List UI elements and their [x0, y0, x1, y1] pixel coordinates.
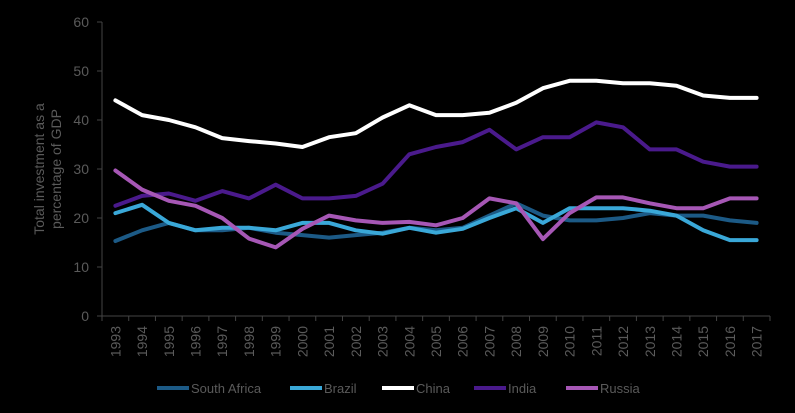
- legend-label-brazil: Brazil: [324, 381, 357, 396]
- series-line-china: [113, 78, 759, 149]
- series-line-south-africa: [113, 201, 759, 243]
- x-tick-label: 2001: [321, 326, 337, 357]
- x-tick-label: 2016: [722, 326, 738, 357]
- series-line-india: [113, 120, 759, 208]
- y-tick-label: 10: [73, 259, 89, 275]
- y-tick-label: 50: [73, 63, 89, 79]
- x-tick-label: 2014: [668, 326, 684, 357]
- x-tick-label: 2012: [615, 326, 631, 357]
- legend-label-russia: Russia: [600, 381, 641, 396]
- x-tick-label: 1998: [241, 326, 257, 357]
- x-tick-label: 2013: [642, 326, 658, 357]
- y-axis-label: Total investment as a percentage of GDP: [31, 103, 64, 235]
- series-line-russia: [113, 168, 759, 250]
- y-tick-label: 0: [81, 308, 89, 324]
- x-tick-label: 2004: [401, 326, 417, 357]
- x-tick-label: 2000: [294, 326, 310, 357]
- series-line-brazil: [113, 202, 759, 243]
- y-tick-label: 40: [73, 112, 89, 128]
- x-axis-ticks: 1993 1994 1995 1996 1997 1998 1999 2000 2001 2002…: [101, 316, 771, 357]
- x-tick-label: 1999: [268, 326, 284, 357]
- y-axis-label-line: Total investment as a: [31, 103, 47, 235]
- x-tick-label: 2002: [348, 326, 364, 357]
- x-tick-label: 1997: [214, 326, 230, 357]
- y-axis-ticks: 0 10 20 30 40 50 60: [73, 14, 102, 324]
- x-tick-label: 1993: [107, 326, 123, 357]
- x-tick-label: 2015: [695, 326, 711, 357]
- y-axis-label-line: percentage of GDP: [48, 109, 64, 229]
- x-tick-label: 1996: [188, 326, 204, 357]
- y-tick-label: 20: [73, 210, 89, 226]
- x-tick-label: 2009: [535, 326, 551, 357]
- y-tick-label: 60: [73, 14, 89, 30]
- x-tick-label: 2017: [749, 326, 765, 357]
- x-tick-label: 2003: [375, 326, 391, 357]
- series-lines: [113, 78, 759, 250]
- x-tick-label: 2010: [562, 326, 578, 357]
- legend-label-china: China: [416, 381, 451, 396]
- x-tick-label: 2007: [481, 326, 497, 357]
- x-tick-label: 1994: [134, 326, 150, 357]
- x-tick-label: 2008: [508, 326, 524, 357]
- x-tick-label: 2006: [455, 326, 471, 357]
- x-tick-label: 2005: [428, 326, 444, 357]
- legend-label-india: India: [508, 381, 537, 396]
- legend: South Africa Brazil China India Russia: [157, 381, 641, 396]
- legend-label-south-africa: South Africa: [191, 381, 262, 396]
- axes: [101, 22, 770, 317]
- x-tick-label: 2011: [588, 326, 604, 356]
- x-tick-label: 1995: [161, 326, 177, 357]
- y-tick-label: 30: [73, 161, 89, 177]
